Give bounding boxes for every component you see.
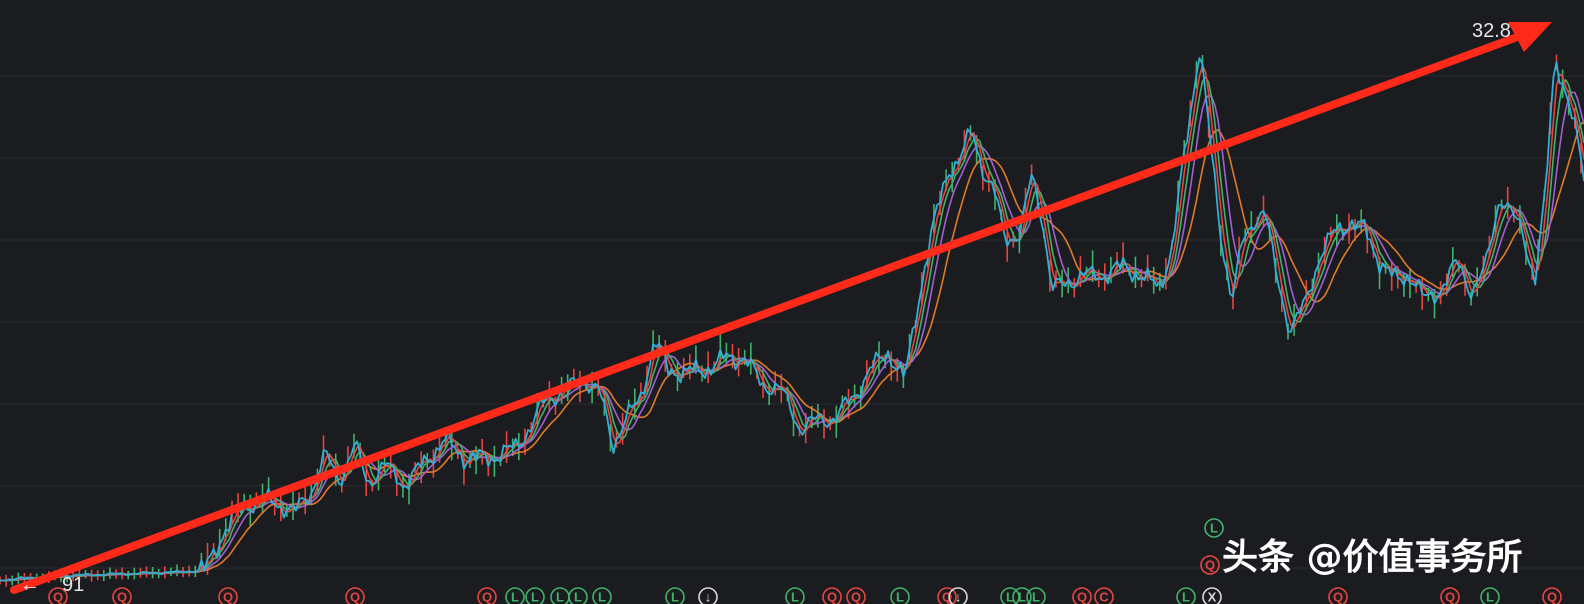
event-marker: Q bbox=[112, 587, 132, 604]
event-marker: Q bbox=[1440, 587, 1460, 604]
event-marker-letter: L bbox=[1210, 521, 1218, 536]
event-marker-letter: Q bbox=[827, 590, 837, 604]
event-marker-letter: X bbox=[1208, 590, 1217, 604]
event-marker-letter: L bbox=[1018, 590, 1026, 604]
event-marker: L bbox=[890, 587, 910, 604]
event-marker-letter: L bbox=[531, 590, 539, 604]
price-low-value: 91 bbox=[62, 574, 84, 596]
event-marker-letter: L bbox=[671, 590, 679, 604]
event-marker-letter: Q bbox=[942, 590, 952, 604]
price-high-label: 32.8 bbox=[1472, 20, 1511, 42]
event-markers: LQQ Q Q Q Q L L L L L L ↓ L Q Q L Q ↓ L L L Q C L X Q Q L Q bbox=[48, 518, 1562, 604]
event-marker: L bbox=[568, 587, 588, 604]
event-marker-letter: L bbox=[1486, 590, 1494, 604]
trendline-shaft bbox=[10, 32, 1524, 594]
event-marker: L bbox=[785, 587, 805, 604]
trendline-arrowhead bbox=[1508, 22, 1552, 52]
event-marker: L bbox=[1012, 587, 1032, 604]
event-marker-letter: Q bbox=[223, 590, 233, 604]
event-marker-letter: L bbox=[791, 590, 799, 604]
event-marker-letter: Q bbox=[1205, 558, 1215, 573]
event-marker-letter: L bbox=[556, 590, 564, 604]
event-marker-letter: Q bbox=[482, 590, 492, 604]
event-marker: Q bbox=[218, 587, 238, 604]
event-marker: L bbox=[505, 587, 525, 604]
event-marker-letter: L bbox=[1182, 590, 1190, 604]
event-marker-letter: Q bbox=[53, 590, 63, 604]
series-line-ma-long bbox=[0, 120, 1584, 582]
event-marker: Q bbox=[846, 587, 866, 604]
event-marker-letter: Q bbox=[1077, 590, 1087, 604]
event-marker: L bbox=[1480, 587, 1500, 604]
event-marker: L bbox=[1000, 587, 1020, 604]
event-marker: ↓ bbox=[698, 587, 718, 604]
gridlines bbox=[0, 75, 1584, 569]
event-marker-letter: L bbox=[1032, 590, 1040, 604]
event-marker: L bbox=[665, 587, 685, 604]
event-marker: Q bbox=[477, 587, 497, 604]
event-marker-letter: ↓ bbox=[705, 590, 712, 604]
event-marker: L bbox=[592, 587, 612, 604]
event-marker: Q bbox=[937, 587, 957, 604]
event-marker-letter: Q bbox=[1333, 590, 1343, 604]
event-marker: Q bbox=[1328, 587, 1348, 604]
event-marker: L bbox=[1204, 518, 1224, 538]
event-marker: Q bbox=[1072, 587, 1092, 604]
event-marker: L bbox=[1176, 587, 1196, 604]
event-marker: L bbox=[525, 587, 545, 604]
event-marker-letter: Q bbox=[350, 590, 360, 604]
trendline bbox=[10, 22, 1552, 594]
event-marker-letter: L bbox=[511, 590, 519, 604]
event-marker-letter: L bbox=[574, 590, 582, 604]
event-marker: Q bbox=[345, 587, 365, 604]
series-line-ma-mid bbox=[0, 76, 1584, 582]
event-marker-letter: C bbox=[1099, 590, 1109, 604]
event-marker-letter: Q bbox=[1547, 590, 1557, 604]
event-marker-letter: Q bbox=[117, 590, 127, 604]
event-marker: C bbox=[1094, 587, 1114, 604]
event-marker-letter: Q bbox=[851, 590, 861, 604]
event-marker: X bbox=[1202, 587, 1222, 604]
event-marker: L bbox=[1026, 587, 1046, 604]
event-marker-letter: ↓ bbox=[955, 590, 962, 604]
event-marker-letter: L bbox=[896, 590, 904, 604]
event-marker: Q bbox=[48, 587, 68, 604]
series-line-ma-slow bbox=[0, 91, 1584, 582]
event-marker: ↓ bbox=[948, 587, 968, 604]
event-marker-letter: L bbox=[598, 590, 606, 604]
event-marker: Q bbox=[822, 587, 842, 604]
event-marker: Q bbox=[1542, 587, 1562, 604]
watermark-text: 头条 @价值事务所 bbox=[1222, 537, 1523, 578]
event-marker: Q bbox=[1200, 555, 1220, 575]
event-marker-letter: L bbox=[1006, 590, 1014, 604]
event-marker-letter: Q bbox=[1445, 590, 1455, 604]
